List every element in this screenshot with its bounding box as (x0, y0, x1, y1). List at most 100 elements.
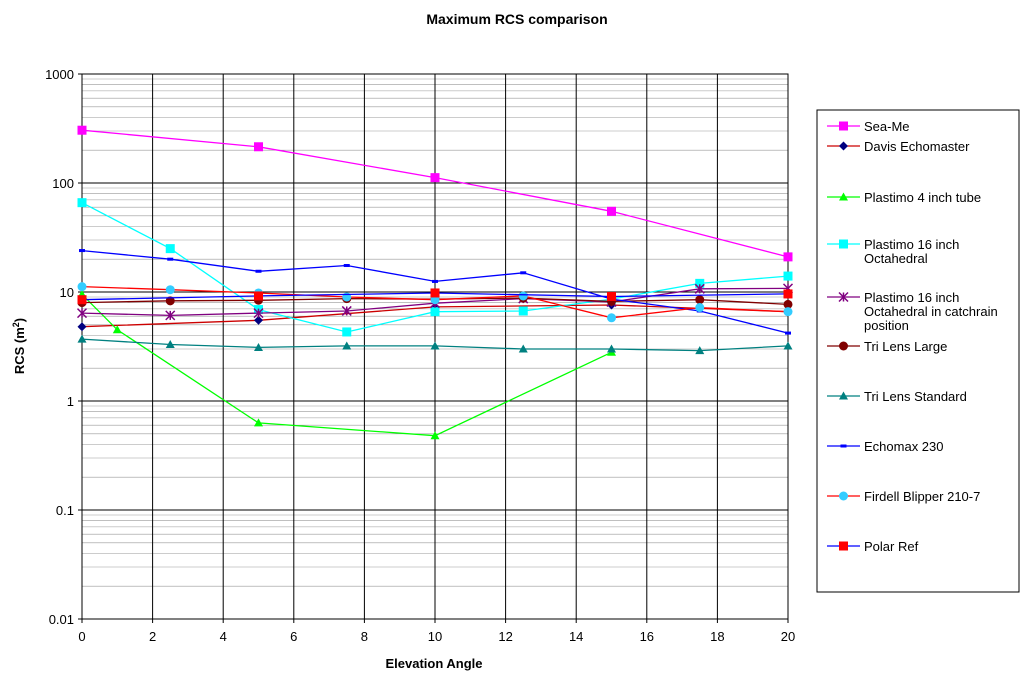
legend-label-line: Polar Ref (864, 539, 919, 554)
legend-item-plastimo-16-inch-octahedral-in-catchrain-position: Plastimo 16 inch Octahedral in catchrain p… (827, 290, 998, 333)
legend-label-line: Tri Lens Large (864, 339, 947, 354)
legend-label: Firdell Blipper 210-7 (864, 489, 980, 504)
legend-box (816, 109, 1020, 593)
point-marker-diamond (839, 141, 848, 151)
point-marker-triangle (518, 344, 528, 353)
legend-label-line: Davis Echomaster (864, 139, 970, 154)
point-marker-circle (783, 299, 793, 309)
point-marker-circle (783, 307, 793, 317)
point-marker-star (341, 305, 352, 316)
point-marker-square (607, 206, 616, 216)
legend-label: Tri Lens Large (864, 339, 947, 354)
point-marker-star (694, 283, 705, 294)
point-marker-square (695, 278, 705, 288)
legend-label-line: Tri Lens Standard (864, 389, 967, 404)
point-marker-triangle (430, 431, 440, 440)
point-marker-star (838, 291, 849, 303)
point-marker-square (430, 307, 440, 317)
legend-label: Echomax 230 (864, 439, 944, 454)
legend-label: Plastimo 4 inch tube (864, 190, 981, 205)
point-marker-circle (77, 282, 87, 292)
series-echomax-230 (79, 249, 791, 335)
point-marker-dash (520, 271, 527, 275)
x-tick-label: 14 (569, 629, 583, 644)
point-marker-circle (165, 285, 175, 295)
point-marker-triangle (254, 342, 263, 351)
legend-label: Plastimo 16 inch Octahedral in catchrain p… (864, 290, 998, 333)
legend-item-plastimo-16-inch-octahedral: Plastimo 16 inch Octahedral (827, 237, 959, 266)
point-marker-dash (167, 257, 174, 261)
series-plastimo-4-inch-tube (77, 289, 616, 440)
point-marker-star (165, 310, 176, 321)
point-marker-dash (79, 249, 85, 253)
point-marker-square (342, 327, 352, 337)
y-axis-title-close: ) (12, 318, 27, 322)
legend-label-line: Plastimo 16 inch (864, 237, 959, 252)
legend-label-line: Sea-Me (864, 119, 910, 134)
point-marker-square (783, 252, 793, 262)
legend-item-polar-ref: Polar Ref (827, 539, 919, 554)
point-marker-circle (839, 341, 848, 351)
point-marker-triangle (839, 391, 848, 400)
point-marker-triangle (342, 341, 352, 350)
legend-label: Davis Echomaster (864, 139, 970, 154)
point-marker-circle (695, 303, 705, 313)
point-marker-star (76, 308, 88, 319)
point-marker-square (607, 291, 616, 301)
y-axis-title: RCS (m2) (11, 318, 27, 374)
point-marker-square (254, 142, 263, 152)
x-tick-label: 20 (781, 629, 795, 644)
x-tick-label: 10 (428, 629, 442, 644)
point-marker-triangle (112, 325, 122, 334)
point-marker-square (839, 541, 848, 551)
legend-item-plastimo-4-inch-tube: Plastimo 4 inch tube (827, 190, 981, 205)
point-marker-dash (785, 331, 791, 335)
point-marker-square (783, 289, 793, 299)
point-marker-circle (839, 491, 848, 501)
y-axis-title-main: RCS (m (12, 327, 27, 374)
point-marker-dash (343, 264, 350, 268)
point-marker-circle (518, 291, 528, 301)
legend-label-line: Echomax 230 (864, 439, 944, 454)
y-axis-tick-labels: 0.01 0.1 1 10 100 1000 (45, 67, 82, 627)
point-marker-square (518, 306, 528, 316)
legend-item-tri-lens-standard: Tri Lens Standard (827, 389, 967, 404)
legend-item-firdell-blipper-210-7: Firdell Blipper 210-7 (827, 489, 980, 504)
point-marker-triangle (607, 344, 616, 353)
point-marker-square (77, 125, 87, 135)
legend-label-line: position (864, 318, 909, 333)
legend-item-tri-lens-large: Tri Lens Large (827, 339, 947, 354)
legend-label-line: Octahedral (864, 251, 928, 266)
legend-label-line: Octahedral in catchrain (864, 304, 998, 319)
point-marker-triangle (839, 192, 848, 201)
point-marker-triangle (783, 341, 793, 350)
legend-item-davis-echomaster: Davis Echomaster (827, 139, 970, 154)
series-polar-ref (77, 288, 793, 305)
point-marker-dash (840, 444, 847, 448)
series-sea-me (77, 125, 793, 262)
point-marker-triangle (165, 339, 175, 348)
point-marker-square (783, 271, 793, 281)
legend: Sea-Me Davis Echomaster Plastimo 4 inch tu… (827, 119, 998, 554)
point-marker-square (254, 291, 263, 301)
legend-item-sea-me: Sea-Me (827, 119, 910, 134)
point-marker-triangle (430, 341, 440, 350)
y-tick-label: 0.01 (49, 612, 74, 627)
point-marker-star (253, 308, 264, 319)
x-tick-label: 18 (710, 629, 724, 644)
y-tick-label: 1 (67, 394, 74, 409)
chart-title: Maximum RCS comparison (426, 11, 607, 27)
point-marker-square (77, 198, 87, 208)
x-tick-label: 16 (640, 629, 654, 644)
series-layer (76, 125, 794, 440)
point-marker-circle (165, 296, 175, 306)
point-marker-square (430, 173, 440, 183)
legend-label: Plastimo 16 inch Octahedral (864, 237, 959, 266)
point-marker-triangle (254, 418, 263, 427)
legend-label-line: Plastimo 4 inch tube (864, 190, 981, 205)
legend-label: Tri Lens Standard (864, 389, 967, 404)
point-marker-square (77, 295, 87, 305)
legend-label: Polar Ref (864, 539, 919, 554)
x-tick-label: 0 (78, 629, 85, 644)
